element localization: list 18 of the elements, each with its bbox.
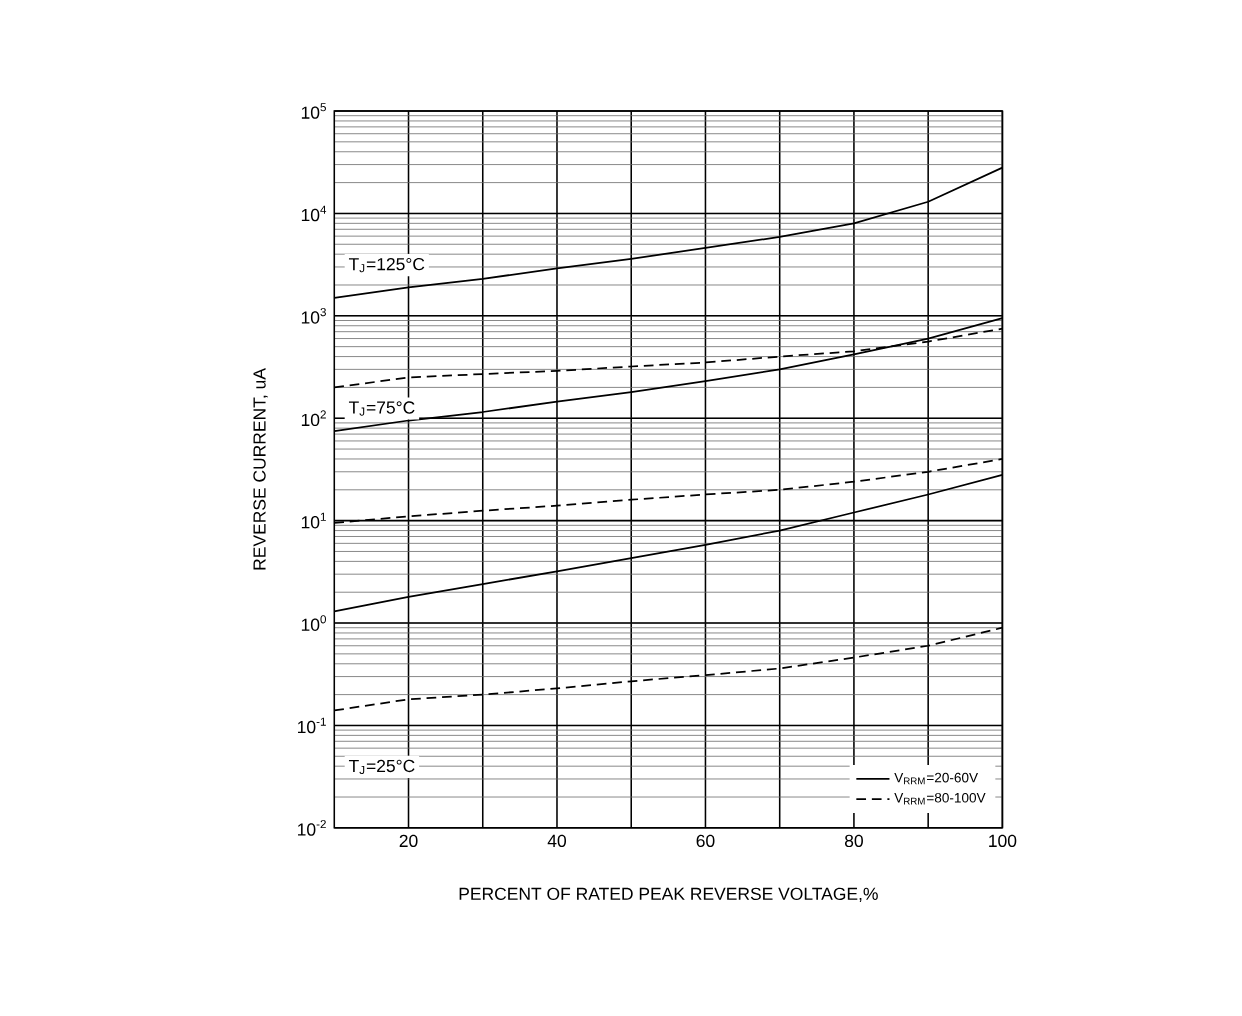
y-tick-label: 10$^{0}$ <box>301 614 327 631</box>
x-axis-title: PERCENT OF RATED PEAK REVERSE VOLTAGE,% <box>459 887 878 902</box>
y-tick-label: 10$^{-2}$ <box>298 819 326 836</box>
x-tick-label: 40 <box>547 834 567 847</box>
y-tick-label: 10$^{5}$ <box>301 102 326 119</box>
x-tick-label: 80 <box>844 834 863 847</box>
x-tick-label: 60 <box>696 834 715 847</box>
y-tick-label: 10$^{-1}$ <box>298 717 326 733</box>
x-tick-label: 20 <box>399 834 418 847</box>
y-tick-label: 10$^{4}$ <box>301 205 327 221</box>
y-axis-title: REVERSE CURRENT, uA <box>253 367 268 570</box>
y-tick-label: 10$^{3}$ <box>301 307 326 324</box>
y-tick-label: 10$^{1}$ <box>301 512 326 529</box>
annotation: T$_{J}$=75°C <box>348 400 415 416</box>
x-tick-label: 100 <box>989 834 1017 847</box>
annotation: T$_{J}$=125°C <box>348 257 425 272</box>
y-tick-label: 10$^{2}$ <box>301 410 326 426</box>
annotation: T$_{J}$=25°C <box>348 759 415 774</box>
